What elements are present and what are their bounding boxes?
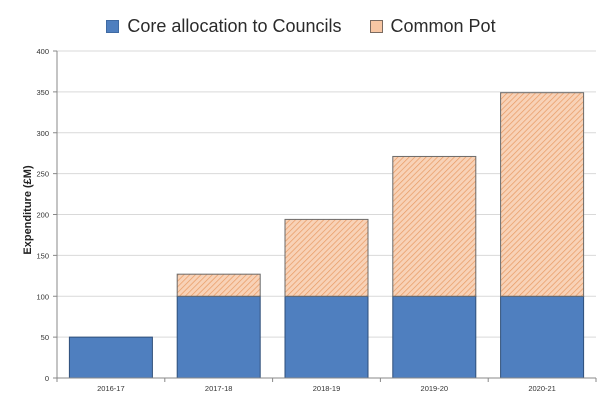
y-tick-label: 300 bbox=[36, 129, 49, 138]
x-tick-label: 2018-19 bbox=[313, 384, 341, 393]
bar-core-allocation bbox=[392, 295, 477, 379]
legend-swatch-common-pot bbox=[369, 20, 383, 33]
y-tick-label: 100 bbox=[36, 292, 49, 301]
bar-common-pot bbox=[176, 273, 261, 297]
y-tick-label: 350 bbox=[36, 88, 49, 97]
bar-core-allocation bbox=[500, 295, 585, 379]
legend-item-common-pot: Common Pot bbox=[369, 16, 496, 37]
x-tick-label: 2016-17 bbox=[97, 384, 125, 393]
bar-core-allocation bbox=[176, 295, 261, 379]
x-tick-label: 2019-20 bbox=[421, 384, 449, 393]
bar-common-pot bbox=[284, 218, 369, 297]
y-axis-label: Expenditure (£M) bbox=[22, 165, 34, 255]
x-tick-label: 2017-18 bbox=[205, 384, 233, 393]
chart-legend: Core allocation to Councils Common Pot bbox=[0, 16, 602, 37]
y-tick-label: 150 bbox=[36, 251, 49, 260]
x-tick-label: 2020-21 bbox=[528, 384, 556, 393]
bar-core-allocation bbox=[68, 336, 153, 379]
tick-labels: 0 50 100 150 200 250 300 350 400 2016-17 2017-18 20… bbox=[36, 47, 597, 393]
legend-label-core: Core allocation to Councils bbox=[127, 16, 342, 36]
bar-common-pot bbox=[392, 155, 477, 297]
y-tick-label: 400 bbox=[36, 47, 49, 56]
bars bbox=[68, 92, 585, 379]
y-tick-label: 50 bbox=[41, 333, 49, 342]
bar-common-pot bbox=[500, 92, 585, 297]
y-tick-label: 200 bbox=[36, 211, 49, 220]
legend-swatch-core bbox=[106, 20, 120, 33]
legend-item-core: Core allocation to Councils bbox=[106, 16, 342, 37]
y-tick-label: 0 bbox=[45, 374, 49, 383]
y-tick-label: 250 bbox=[36, 170, 49, 179]
bar-core-allocation bbox=[284, 295, 369, 379]
legend-label-common-pot: Common Pot bbox=[390, 16, 496, 36]
